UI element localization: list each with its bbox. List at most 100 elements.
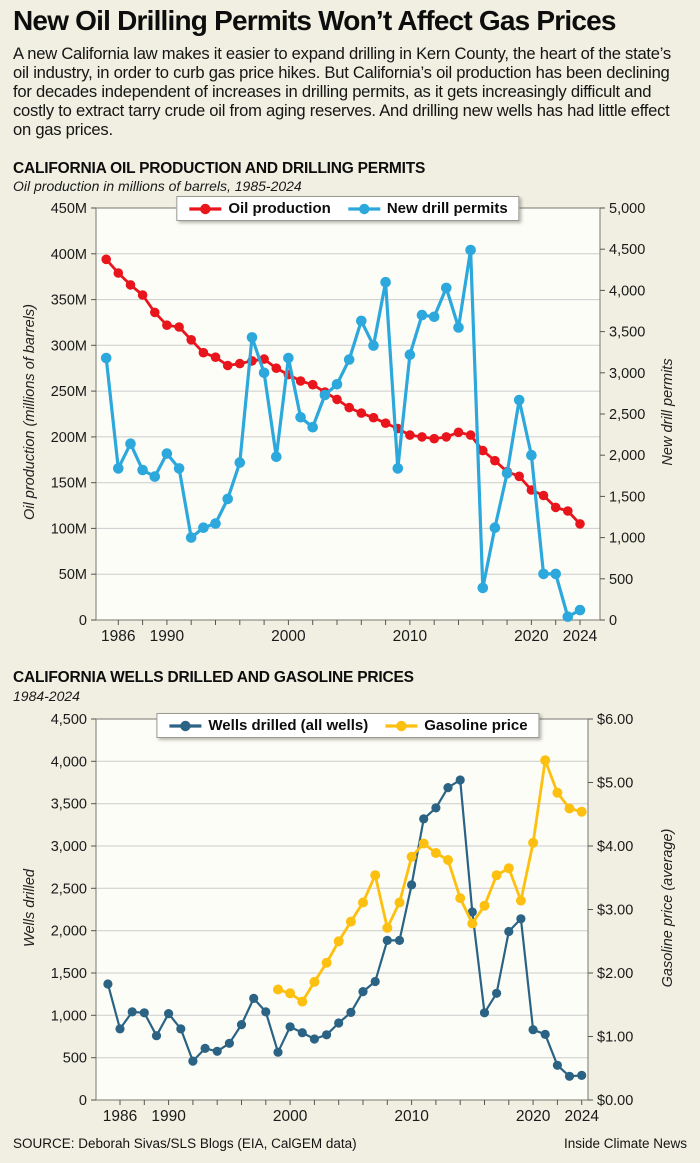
- data-point: [501, 468, 513, 479]
- legend-item: New drill permits: [347, 200, 508, 217]
- data-point: [334, 1018, 344, 1028]
- data-point: [249, 993, 259, 1003]
- data-point: [576, 806, 587, 817]
- series-line: [273, 755, 587, 1007]
- intro-paragraph: A new California law makes it easier to …: [13, 44, 671, 139]
- svg-text:0: 0: [79, 613, 87, 629]
- data-point: [478, 445, 488, 456]
- data-point: [441, 432, 452, 442]
- chart1-legend: Oil production New drill permits: [176, 196, 520, 221]
- data-point: [283, 352, 294, 364]
- data-point: [332, 394, 342, 405]
- svg-text:450M: 450M: [51, 201, 87, 217]
- source-note: SOURCE: Deborah Sivas/SLS Blogs (EIA, Ca…: [13, 1136, 357, 1151]
- svg-text:4,000: 4,000: [609, 283, 645, 299]
- data-point: [115, 1024, 125, 1034]
- svg-text:$2.00: $2.00: [597, 966, 633, 982]
- data-point: [575, 519, 585, 529]
- data-point: [370, 870, 381, 881]
- data-point: [271, 451, 282, 463]
- data-point: [236, 1020, 247, 1030]
- data-point: [127, 1007, 137, 1017]
- data-point: [309, 1034, 319, 1044]
- data-point: [164, 1009, 174, 1019]
- data-point: [162, 320, 172, 330]
- svg-text:2024: 2024: [563, 628, 598, 645]
- x-axis-ticks: 1986 1990 2000 2010 2020 2024: [103, 1100, 599, 1125]
- data-point: [540, 1029, 550, 1039]
- svg-text:2020: 2020: [516, 1108, 551, 1125]
- data-point: [431, 803, 441, 813]
- svg-text:$6.00: $6.00: [597, 712, 633, 728]
- data-point: [441, 282, 452, 294]
- svg-text:$5.00: $5.00: [597, 776, 633, 792]
- data-point: [479, 900, 490, 911]
- data-point: [515, 895, 526, 906]
- data-point: [101, 254, 111, 265]
- svg-text:350M: 350M: [51, 293, 87, 309]
- svg-text:2010: 2010: [393, 628, 428, 645]
- data-point: [477, 582, 489, 594]
- svg-text:4,500: 4,500: [51, 712, 87, 728]
- svg-text:250M: 250M: [51, 384, 87, 400]
- data-point: [150, 307, 160, 318]
- legend-marker-icon: [189, 203, 222, 214]
- wells-gasoline-chart: 4,500 4,000 3,500 3,000 2,500 2,000 1,500 1,000…: [51, 712, 634, 1125]
- data-point: [564, 1071, 575, 1081]
- publisher-credit: Inside Climate News: [563, 1136, 687, 1151]
- data-point: [345, 916, 356, 927]
- chart2-title: CALIFORNIA WELLS DRILLED AND GASOLINE PR…: [13, 669, 414, 686]
- data-point: [467, 918, 478, 929]
- svg-text:$1.00: $1.00: [597, 1030, 633, 1046]
- data-point: [503, 863, 514, 874]
- svg-text:300M: 300M: [51, 338, 87, 354]
- data-point: [273, 1047, 283, 1057]
- data-point: [222, 493, 233, 505]
- data-point: [186, 335, 196, 345]
- data-point: [538, 490, 549, 501]
- data-point: [100, 352, 112, 364]
- legend-item: Gasoline price: [384, 717, 528, 734]
- legend-label: Wells drilled (all wells): [208, 717, 369, 734]
- series-line: [103, 775, 587, 1081]
- legend-item: Oil production: [188, 200, 331, 217]
- data-point: [380, 276, 391, 288]
- svg-text:2,500: 2,500: [51, 881, 87, 897]
- data-point: [188, 1056, 198, 1066]
- svg-text:1986: 1986: [103, 1108, 137, 1125]
- data-point: [212, 1046, 222, 1056]
- svg-text:2000: 2000: [273, 1108, 308, 1125]
- data-point: [406, 851, 417, 862]
- legend-item: Wells drilled (all wells): [168, 717, 368, 734]
- svg-text:5,000: 5,000: [609, 201, 645, 217]
- data-point: [185, 532, 197, 543]
- data-point: [356, 315, 367, 327]
- data-point: [467, 907, 477, 917]
- data-point: [295, 412, 306, 423]
- data-point: [428, 311, 440, 323]
- svg-text:$3.00: $3.00: [597, 903, 633, 919]
- data-point: [574, 604, 586, 616]
- data-point: [405, 430, 415, 440]
- svg-text:3,500: 3,500: [51, 797, 87, 813]
- data-point: [261, 1007, 271, 1017]
- data-point: [443, 855, 453, 865]
- chart1-title: CALIFORNIA OIL PRODUCTION AND DRILLING P…: [13, 160, 426, 177]
- data-point: [419, 814, 429, 824]
- data-point: [161, 448, 173, 459]
- data-point: [416, 309, 428, 321]
- svg-text:2,000: 2,000: [51, 924, 87, 940]
- data-point: [563, 506, 573, 516]
- data-point: [297, 1028, 307, 1038]
- data-point: [271, 363, 282, 373]
- data-point: [394, 935, 405, 945]
- chart2-subtitle: 1984-2024: [13, 688, 80, 704]
- data-point: [380, 418, 391, 428]
- right-axis-ticks: 5,000 4,500 4,000 3,500 3,000 2,500 2,000 1,500…: [600, 201, 645, 629]
- data-point: [149, 471, 161, 482]
- data-point: [307, 379, 318, 390]
- plot-area: [96, 208, 600, 620]
- data-point: [137, 464, 148, 476]
- data-point: [453, 322, 464, 333]
- data-point: [430, 848, 441, 858]
